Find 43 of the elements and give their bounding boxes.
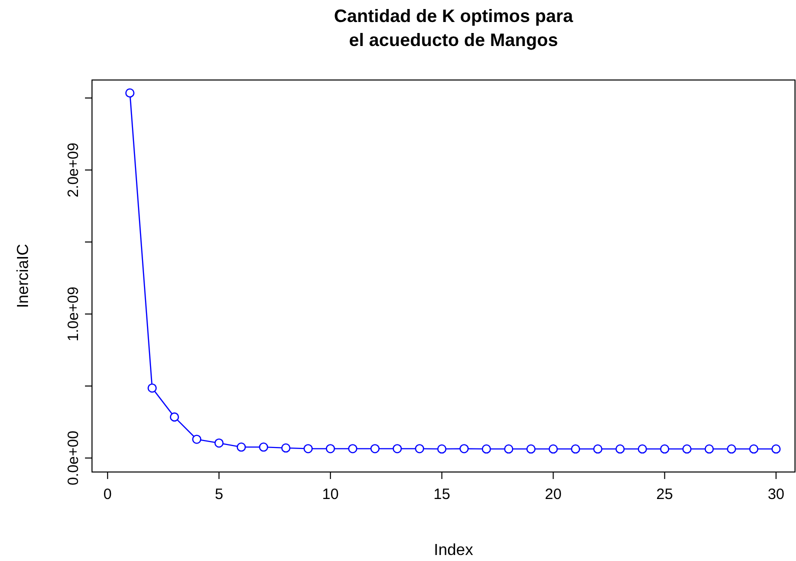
point (482, 444, 491, 454)
point (236, 442, 246, 452)
point (214, 438, 224, 448)
point (660, 444, 670, 454)
point (258, 442, 268, 452)
point (504, 444, 514, 454)
point (526, 444, 536, 454)
point (682, 444, 692, 454)
point (638, 444, 647, 454)
x-tick-label: 30 (768, 486, 784, 503)
point (615, 444, 625, 454)
point (370, 444, 380, 454)
point (570, 444, 580, 454)
x-tick-label: 20 (544, 486, 562, 503)
point (548, 444, 558, 454)
x-axis-title: Index (434, 542, 474, 559)
point (593, 444, 602, 454)
point (771, 444, 781, 454)
y-tick-label: 1.0e+09 (65, 286, 82, 342)
point (460, 444, 469, 454)
point (726, 444, 736, 454)
point (437, 444, 446, 454)
y-tick-label: 0.0e+00 (65, 430, 82, 486)
point (326, 444, 336, 454)
x-tick-label: 0 (103, 486, 112, 503)
point (414, 444, 424, 454)
point (704, 444, 714, 454)
point (281, 443, 290, 453)
point (148, 383, 157, 393)
point (392, 444, 402, 454)
point (192, 434, 202, 444)
x-tick-label: 25 (656, 486, 673, 503)
point (749, 444, 758, 454)
point (348, 444, 358, 454)
point (125, 88, 134, 98)
x-tick-label: 15 (433, 486, 450, 503)
y-tick-label: 2.0e+09 (65, 142, 82, 198)
x-tick-label: 5 (214, 486, 224, 503)
point (170, 412, 180, 422)
y-axis-title: InerciaIC (15, 244, 32, 308)
chart-title: Cantidad de K optimos para el acueducto de Mangos (334, 6, 574, 50)
point (304, 444, 313, 454)
x-tick-label: 10 (322, 486, 339, 503)
